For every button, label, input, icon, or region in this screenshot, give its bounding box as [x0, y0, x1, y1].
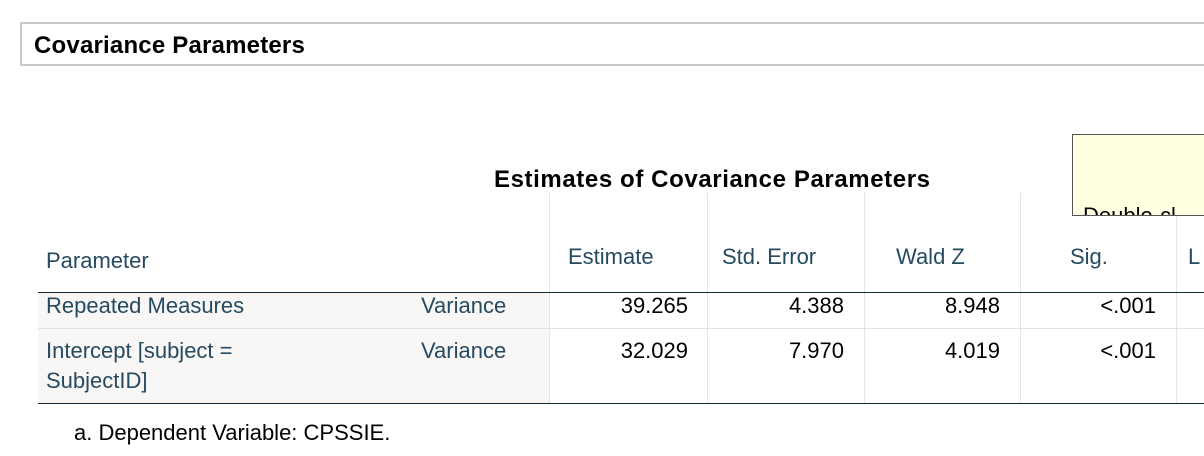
column-header-wald-z: Wald Z — [896, 244, 965, 269]
row-label-parameter-continued: SubjectID] — [46, 368, 148, 393]
column-header-std-error: Std. Error — [722, 244, 817, 269]
cell-estimate: 32.029 — [620, 338, 688, 363]
row-label-type: Variance — [421, 338, 507, 363]
column-divider — [864, 193, 865, 403]
cell-wald-z: 4.019 — [944, 338, 1000, 363]
column-divider — [549, 193, 550, 403]
table-title: Estimates of Covariance Parameters — [494, 166, 931, 193]
row-label-parameter: Repeated Measures — [46, 293, 245, 318]
column-divider — [1020, 193, 1021, 403]
column-header-lower-bound: L — [1188, 244, 1201, 269]
row-header-background — [38, 293, 549, 403]
footnote: a. Dependent Variable: CPSSIE. — [74, 420, 391, 445]
section-title: Covariance Parameters — [34, 32, 306, 59]
cell-sig: <.001 — [1100, 338, 1156, 363]
row-label-type: Variance — [421, 293, 507, 318]
column-divider — [707, 193, 708, 403]
cell-sig: <.001 — [1100, 293, 1156, 318]
activate-tooltip: Double-cl activa — [1072, 134, 1204, 216]
column-header-parameter: Parameter — [46, 248, 149, 273]
row-divider — [38, 328, 1204, 329]
cell-wald-z: 8.948 — [944, 293, 1000, 318]
column-header-sig: Sig. — [1070, 244, 1108, 269]
cell-std-error: 7.970 — [788, 338, 844, 363]
section-header[interactable]: Covariance Parameters — [20, 22, 1204, 66]
table-bottom-rule — [38, 403, 1204, 404]
tooltip-line-1: Double-cl — [1083, 203, 1176, 216]
column-header-estimate: Estimate — [568, 244, 654, 269]
row-label-parameter: Intercept [subject = — [46, 338, 233, 363]
cell-estimate: 39.265 — [620, 293, 688, 318]
cell-std-error: 4.388 — [788, 293, 844, 318]
column-divider — [1176, 193, 1177, 403]
header-rule — [38, 292, 1204, 293]
